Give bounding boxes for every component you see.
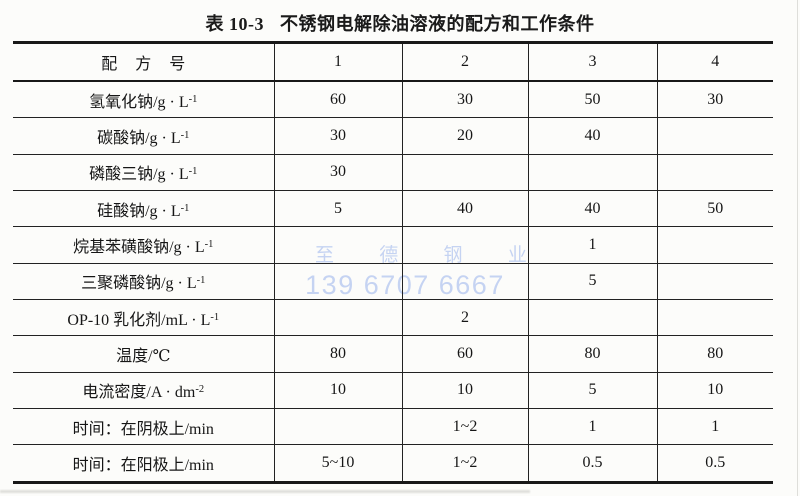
row-label-text: 时间：在阴极上/min: [72, 420, 214, 438]
row-label-cell: 电流密度/A · dm-2: [13, 372, 274, 409]
cell-value: 60: [273, 80, 402, 119]
cell-value: 0.5: [527, 444, 657, 483]
cell-value: 80: [273, 335, 402, 373]
table-caption: 不锈钢电解除油溶液的配方和工作条件: [280, 14, 595, 34]
table-row: 氢氧化钠/g · L-1 60 30 50 30: [13, 80, 773, 119]
table-row: 硅酸钠/g · L-1 5 40 40 50: [13, 190, 773, 228]
table-row: 时间：在阴极上/min 1~2 1 1: [13, 408, 773, 446]
row-label-text: 氢氧化钠/g · L: [89, 93, 189, 111]
row-label-cell: 硅酸钠/g · L-1: [13, 190, 274, 228]
row-label-cell: 温度/℃: [13, 335, 274, 373]
cell-value: [527, 154, 657, 192]
cell-value: 0.5: [656, 444, 773, 483]
cell-value: 40: [527, 190, 657, 228]
row-label-cell: 时间：在阳极上/min: [13, 445, 274, 483]
cell-value: 1~2: [401, 444, 528, 483]
row-label-superscript: -1: [196, 275, 206, 287]
table-row: 温度/℃ 80 60 80 80: [13, 335, 773, 373]
cell-value: 30: [273, 154, 402, 192]
cell-value: 1: [527, 226, 657, 264]
cell-value: [273, 299, 402, 337]
row-label-superscript: -2: [195, 384, 205, 396]
cell-value: 60: [401, 335, 528, 373]
row-label-text: 磷酸三钠/g · L: [89, 166, 189, 184]
row-label-cell: 烷基苯磺酸钠/g · L-1: [13, 226, 274, 264]
header-value-cell: 2: [401, 42, 528, 82]
table-row: 电流密度/A · dm-2 10 10 5 10: [13, 372, 773, 409]
table-number: 表 10-3: [205, 14, 264, 34]
row-label-superscript: -1: [180, 202, 190, 214]
row-label-text: 时间：在阳极上/min: [72, 457, 214, 475]
row-label-cell: 氢氧化钠/g · L-1: [13, 80, 274, 119]
cell-value: [527, 299, 657, 337]
cell-value: [273, 408, 402, 446]
cell-value: 40: [527, 117, 657, 155]
cell-value: 80: [527, 335, 657, 373]
cell-value: 30: [273, 117, 402, 155]
cell-value: [656, 117, 773, 155]
row-label-text: 碳酸钠/g · L: [97, 130, 181, 148]
cell-value: 40: [401, 190, 528, 228]
scan-edge-artifact: [796, 0, 798, 496]
page-title: 表 10-3 不锈钢电解除油溶液的配方和工作条件: [0, 10, 800, 36]
row-label-text: 三聚磷酸钠/g · L: [81, 275, 197, 293]
cell-value: 5~10: [273, 444, 402, 483]
cell-value: 10: [273, 372, 402, 409]
table-row: 磷酸三钠/g · L-1 30: [13, 154, 773, 192]
cell-value: 50: [527, 80, 657, 119]
cell-value: 80: [656, 335, 773, 373]
cell-value: 10: [656, 372, 773, 409]
row-label-cell: 时间：在阴极上/min: [13, 408, 274, 446]
cell-value: [401, 154, 528, 192]
table-row: OP-10 乳化剂/mL · L-1 2: [13, 299, 773, 337]
row-label-superscript: -1: [204, 239, 214, 251]
table-row: 时间：在阳极上/min 5~10 1~2 0.5 0.5: [13, 444, 773, 483]
cell-value: [273, 263, 402, 300]
header-value-cell: 4: [656, 42, 773, 82]
cell-value: [401, 226, 528, 264]
cell-value: [656, 263, 773, 300]
cell-value: 1~2: [401, 408, 528, 446]
row-label-text: 烷基苯磺酸钠/g · L: [73, 239, 205, 257]
row-label-text: 电流密度/A · dm: [82, 384, 196, 402]
row-label-superscript: -1: [210, 311, 220, 323]
header-value-cell: 3: [527, 42, 657, 82]
table-row: 碳酸钠/g · L-1 30 20 40: [13, 117, 773, 155]
header-label-cell: 配 方 号: [13, 42, 274, 82]
cell-value: [656, 154, 773, 192]
cell-value: 10: [401, 372, 528, 409]
cell-value: 5: [527, 372, 657, 409]
row-label-text: 硅酸钠/g · L: [97, 202, 181, 220]
header-value-cell: 1: [273, 42, 402, 82]
cell-value: [656, 226, 773, 264]
cell-value: 30: [656, 80, 773, 119]
cell-value: 1: [656, 408, 773, 446]
row-label-superscript: -1: [188, 166, 198, 178]
row-label-text: OP-10 乳化剂/mL · L: [67, 311, 211, 329]
row-label-text: 温度/℃: [116, 347, 171, 365]
table-row: 烷基苯磺酸钠/g · L-1 1: [13, 226, 773, 264]
row-label-superscript: -1: [188, 93, 198, 105]
cell-value: 5: [273, 190, 402, 228]
row-label-superscript: -1: [180, 130, 190, 142]
cell-value: 50: [656, 190, 773, 228]
cell-value: 5: [527, 263, 657, 300]
cell-value: 2: [401, 299, 528, 337]
row-label-cell: 磷酸三钠/g · L-1: [13, 154, 274, 192]
cell-value: [273, 226, 402, 264]
table-body: 配 方 号 1 2 3 4 氢氧化钠/g · L-1 60 30 50 30 碳酸钠/g · L-1…: [13, 42, 773, 483]
row-label-text: 配 方 号: [101, 55, 186, 73]
cell-value: [401, 263, 528, 300]
cell-value: 1: [527, 408, 657, 446]
cell-value: 30: [401, 80, 528, 119]
cell-value: 20: [401, 117, 528, 155]
row-label-cell: 三聚磷酸钠/g · L-1: [13, 263, 274, 300]
formula-table: 配 方 号 1 2 3 4 氢氧化钠/g · L-1 60 30 50 30 碳酸钠/g · L-1…: [13, 41, 773, 484]
row-label-cell: 碳酸钠/g · L-1: [13, 117, 274, 155]
scan-streak-artifact: [0, 490, 530, 493]
table-row: 三聚磷酸钠/g · L-1 5: [13, 263, 773, 300]
row-label-cell: OP-10 乳化剂/mL · L-1: [13, 299, 274, 337]
cell-value: [656, 299, 773, 337]
